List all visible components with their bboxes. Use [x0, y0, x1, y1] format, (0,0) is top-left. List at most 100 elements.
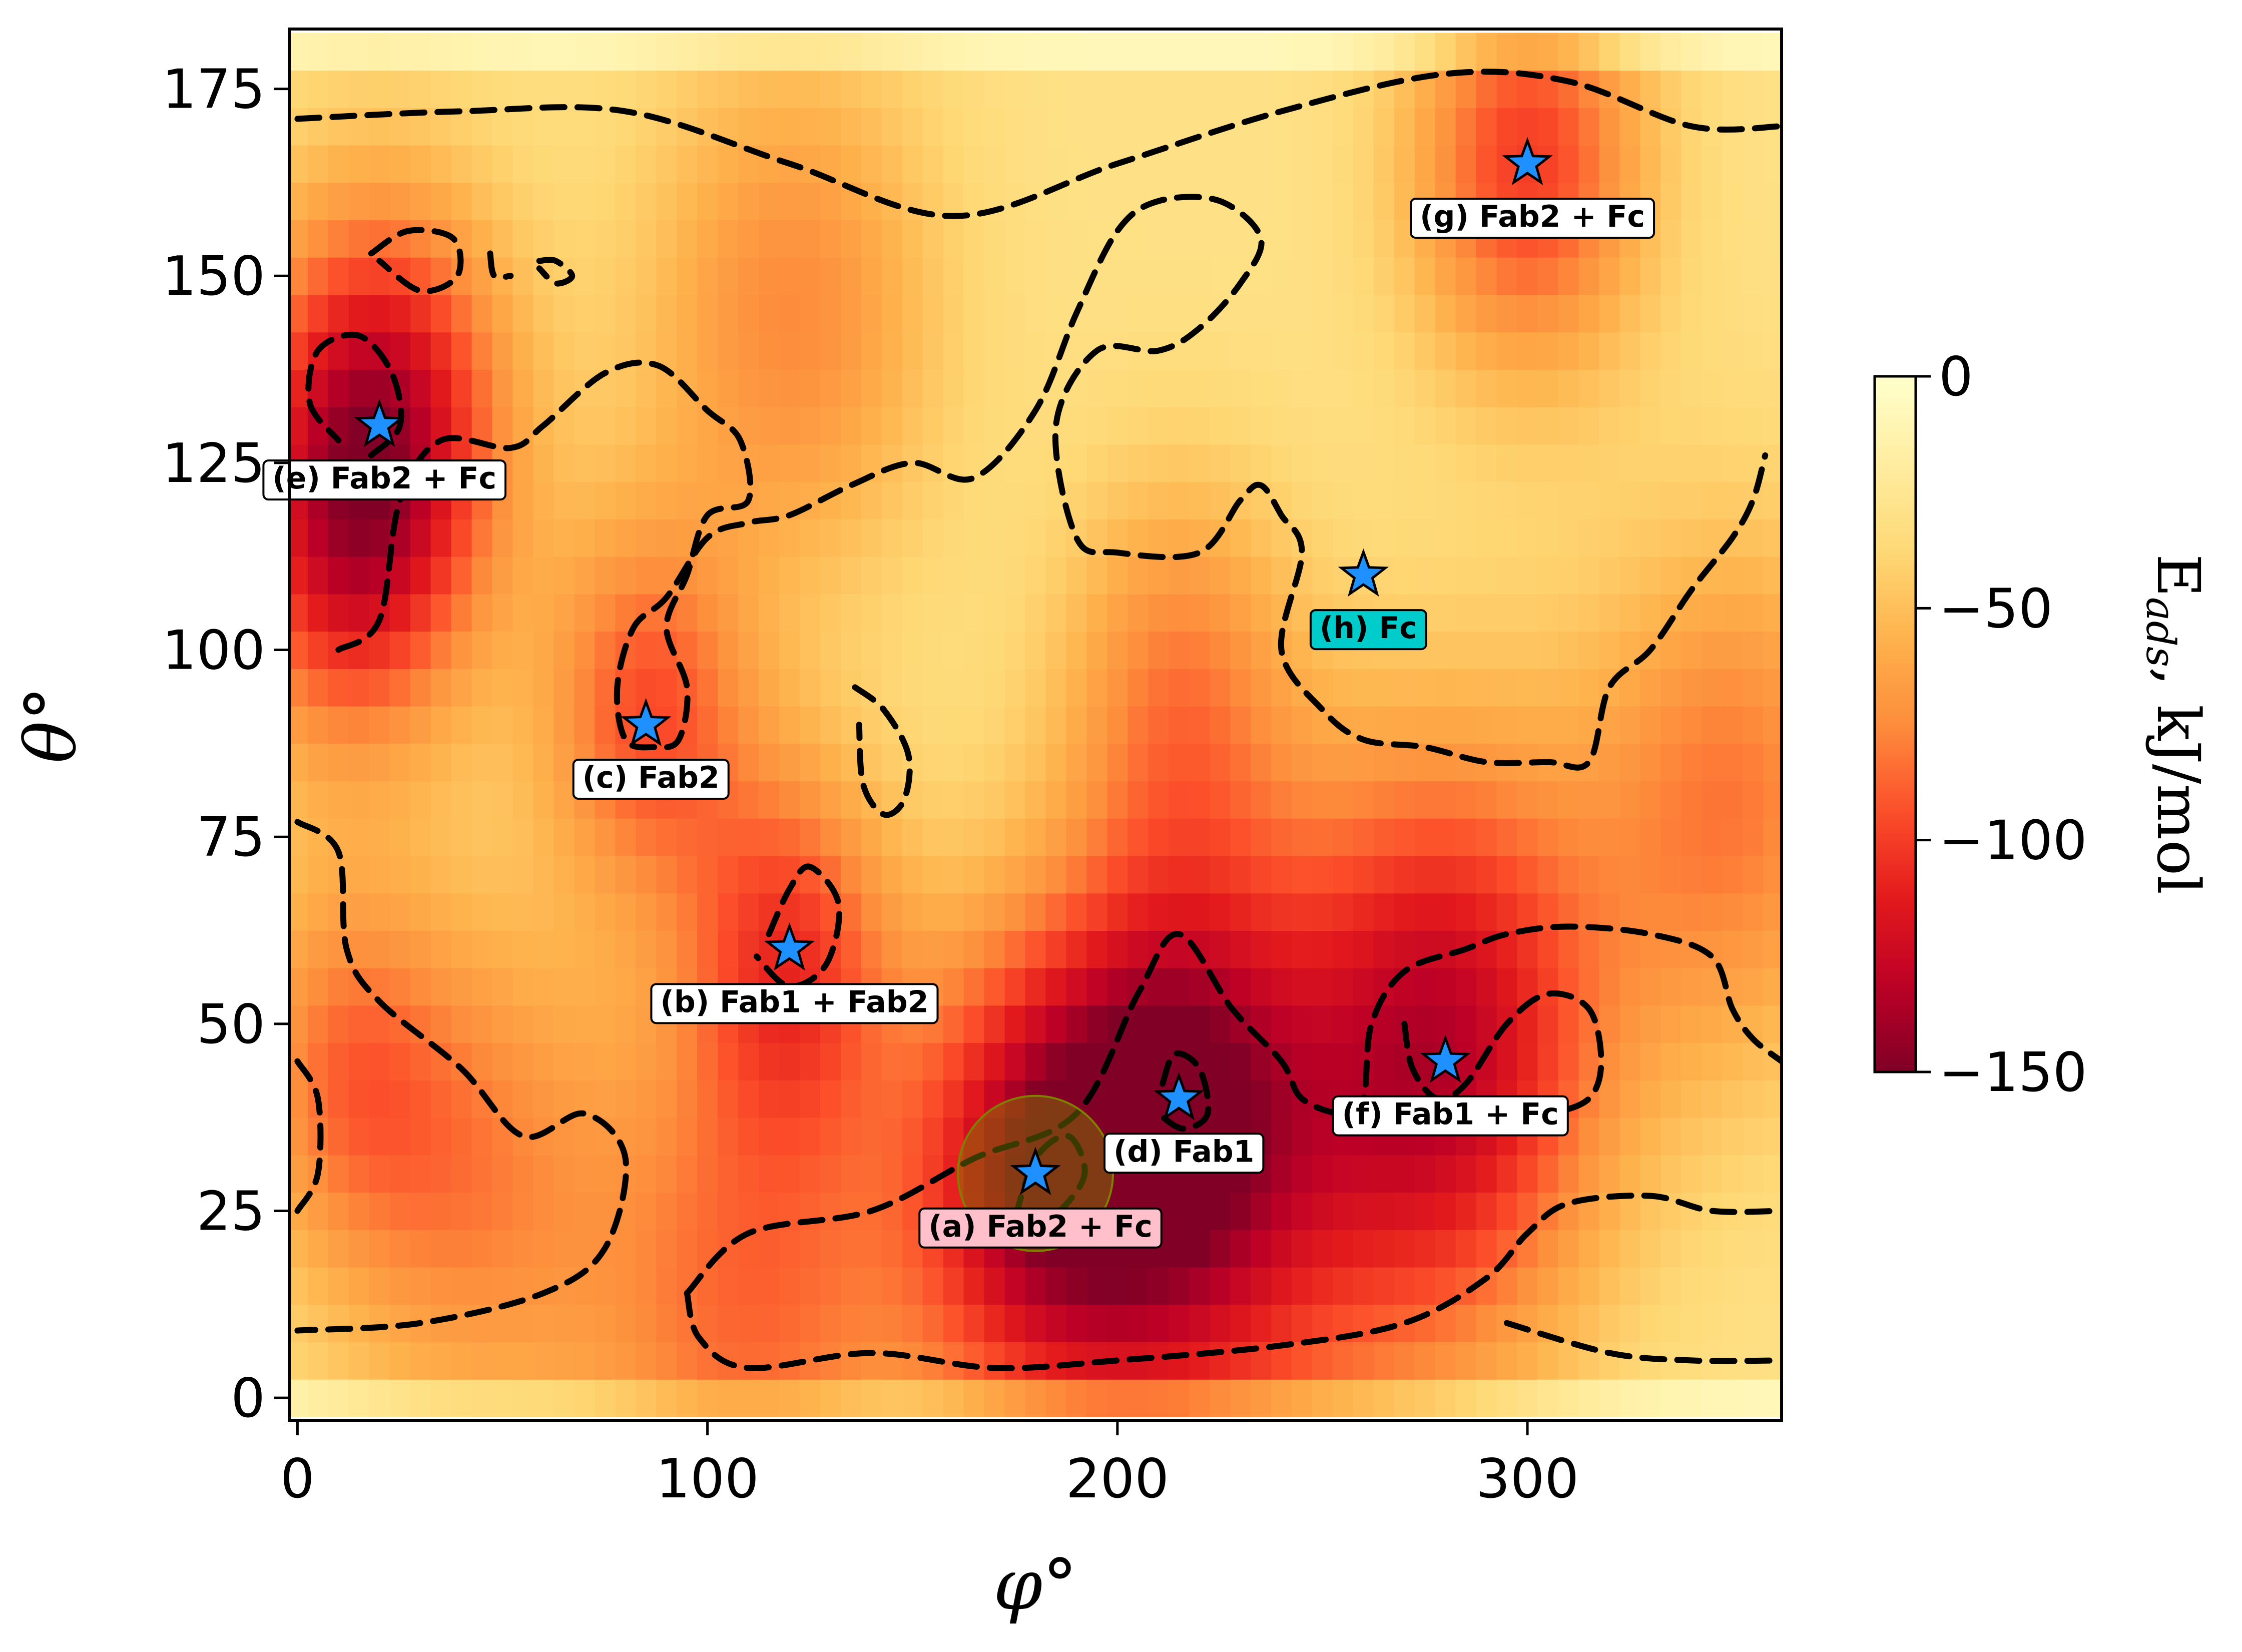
heat-cell — [1292, 369, 1313, 407]
heat-cell — [1004, 519, 1026, 557]
heat-cell — [1025, 1042, 1046, 1080]
heat-cell — [1271, 70, 1293, 108]
heat-cell — [1702, 855, 1723, 894]
colorbar-title: Eads, kJ/mol — [2137, 554, 2213, 894]
heat-cell — [615, 930, 637, 968]
heat-cell — [595, 1042, 616, 1080]
heat-cell — [1702, 145, 1723, 183]
y-tick-label: 50 — [197, 993, 265, 1056]
heat-cell — [1332, 668, 1354, 707]
heat-cell — [410, 406, 431, 445]
heat-cell — [1660, 1005, 1682, 1043]
heat-cell — [1107, 182, 1129, 221]
heat-cell — [1271, 220, 1293, 258]
heat-cell — [820, 556, 841, 595]
heat-cell — [348, 781, 370, 819]
heat-cell — [881, 369, 903, 407]
heat-cell — [389, 631, 411, 669]
heat-cell — [902, 594, 923, 632]
heat-cell — [1128, 631, 1149, 669]
heat-cell — [1681, 220, 1703, 258]
heat-cell — [1660, 145, 1682, 183]
heat-cell — [738, 1192, 760, 1230]
heat-cell — [1537, 631, 1559, 669]
heat-cell — [902, 481, 923, 519]
heat-cell — [840, 369, 862, 407]
heat-cell — [574, 481, 596, 519]
heat-cell — [1578, 1267, 1600, 1305]
heat-cell — [840, 1229, 862, 1268]
heat-cell — [533, 33, 554, 71]
heat-cell — [553, 444, 575, 482]
heat-cell — [512, 594, 534, 632]
heat-cell — [1128, 369, 1149, 407]
heat-cell — [984, 519, 1005, 557]
heat-cell — [677, 930, 698, 968]
heat-cell — [410, 1267, 431, 1305]
heat-cell — [348, 668, 370, 707]
heat-cell — [307, 1267, 329, 1305]
heat-cell — [369, 145, 390, 183]
heat-cell — [1292, 107, 1313, 146]
plot-frame — [288, 28, 1783, 1422]
heat-cell — [656, 369, 678, 407]
heat-cell — [1681, 519, 1703, 557]
heat-cell — [430, 1117, 452, 1156]
heat-cell — [1743, 668, 1764, 707]
heat-cell — [1578, 594, 1600, 632]
heat-cell — [1271, 182, 1293, 221]
heat-cell — [615, 1005, 637, 1043]
heat-cell — [799, 182, 821, 221]
heat-cell — [492, 1267, 513, 1305]
heat-cell — [1394, 369, 1415, 407]
heat-cell — [1148, 107, 1170, 146]
heat-cell — [1251, 781, 1272, 819]
heat-cell — [1558, 70, 1579, 108]
heat-cell — [1455, 1342, 1477, 1380]
heat-cell — [1660, 257, 1682, 295]
heat-cell — [759, 1042, 780, 1080]
heat-cell — [984, 107, 1005, 146]
heat-cell — [533, 1342, 554, 1380]
heat-cell — [861, 70, 882, 108]
heat-cell — [1373, 1042, 1395, 1080]
heat-cell — [492, 332, 513, 370]
heat-cell — [1660, 33, 1682, 71]
heat-cell — [410, 1042, 431, 1080]
heat-cell — [1353, 1267, 1374, 1305]
heat-cell — [881, 220, 903, 258]
heat-cell — [1619, 1155, 1641, 1193]
heat-cell — [963, 743, 985, 782]
heat-cell — [1230, 294, 1252, 333]
heat-cell — [1763, 556, 1782, 595]
heat-cell — [1230, 1079, 1252, 1118]
heat-cell — [984, 743, 1005, 782]
heat-cell — [1496, 406, 1518, 445]
heat-cell — [512, 930, 534, 968]
heat-cell — [1743, 594, 1764, 632]
heat-cell — [451, 332, 472, 370]
heat-cell — [1189, 556, 1211, 595]
heat-cell — [1435, 706, 1456, 744]
heat-cell — [451, 631, 472, 669]
heat-cell — [1128, 1379, 1149, 1417]
heat-cell — [369, 893, 390, 931]
heat-cell — [1292, 743, 1313, 782]
heat-cell — [1722, 818, 1744, 856]
heat-cell — [574, 893, 596, 931]
heat-cell — [1722, 1079, 1744, 1118]
heat-cell — [471, 1342, 493, 1380]
heat-cell — [1394, 930, 1415, 968]
heat-cell — [1107, 406, 1129, 445]
heat-cell — [1722, 706, 1744, 744]
heat-cell — [1292, 706, 1313, 744]
heat-cell — [1537, 369, 1559, 407]
heat-cell — [533, 220, 554, 258]
heat-cell — [840, 631, 862, 669]
heat-cell — [1332, 332, 1354, 370]
heat-cell — [1394, 406, 1415, 445]
heat-cell — [1066, 1267, 1087, 1305]
heat-cell — [1025, 1342, 1046, 1380]
heat-cell — [902, 220, 923, 258]
heat-cell — [1045, 893, 1067, 931]
